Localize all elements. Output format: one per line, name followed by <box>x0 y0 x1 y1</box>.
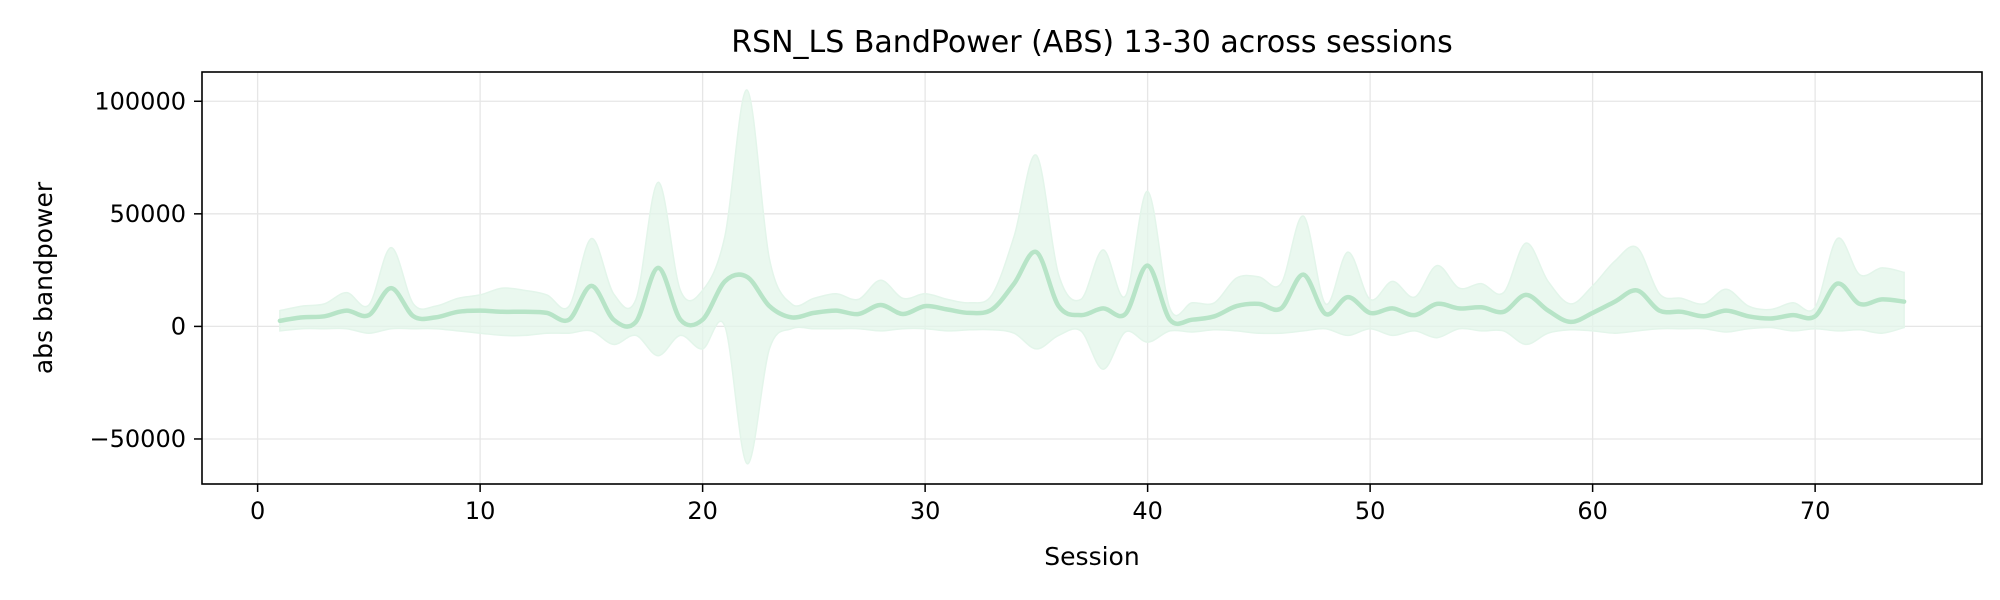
data-point <box>1145 263 1149 267</box>
data-point <box>1056 304 1060 308</box>
data-point <box>834 308 838 312</box>
data-point <box>545 311 549 315</box>
data-point <box>522 310 526 314</box>
data-point <box>700 317 704 321</box>
data-point <box>878 303 882 307</box>
data-point <box>1657 308 1661 312</box>
data-point <box>322 314 326 318</box>
data-point <box>812 311 816 315</box>
data-point <box>656 266 660 270</box>
x-axis-title: Session <box>1044 542 1139 571</box>
x-tick-label: 0 <box>250 497 265 525</box>
data-point <box>1079 313 1083 317</box>
data-point <box>500 310 504 314</box>
x-tick-label: 10 <box>465 497 496 525</box>
data-point <box>1034 250 1038 254</box>
data-point <box>1168 317 1172 321</box>
data-point <box>1813 314 1817 318</box>
data-point <box>767 304 771 308</box>
data-point <box>478 308 482 312</box>
y-tick-label: 50000 <box>110 200 186 228</box>
y-tick-label: 0 <box>171 312 186 340</box>
data-point <box>456 310 460 314</box>
x-tick-label: 20 <box>687 497 718 525</box>
x-tick-label: 60 <box>1577 497 1608 525</box>
data-point <box>589 284 593 288</box>
data-point <box>1902 299 1906 303</box>
data-point <box>945 307 949 311</box>
data-point <box>1679 310 1683 314</box>
data-point <box>1212 314 1216 318</box>
data-point <box>923 304 927 308</box>
data-point <box>1857 302 1861 306</box>
data-point <box>723 279 727 283</box>
data-point <box>990 307 994 311</box>
data-point <box>1479 305 1483 309</box>
x-tick-label: 50 <box>1355 497 1386 525</box>
data-point <box>1501 310 1505 314</box>
x-tick-label: 70 <box>1800 497 1831 525</box>
data-point <box>1279 306 1283 310</box>
data-point <box>567 317 571 321</box>
data-point <box>1012 281 1016 285</box>
data-point <box>745 275 749 279</box>
data-layer <box>277 89 1907 465</box>
x-tick-label: 30 <box>910 497 941 525</box>
data-point <box>1323 312 1327 316</box>
data-point <box>1524 293 1528 297</box>
tick-layer: 0 10 20 30 40 50 60 70 −50000 0 50000 100000 <box>90 87 1831 525</box>
data-point <box>1190 317 1194 321</box>
data-point <box>1346 295 1350 299</box>
data-point <box>901 312 905 316</box>
data-point <box>300 315 304 319</box>
data-point <box>344 308 348 312</box>
data-point <box>1835 281 1839 285</box>
data-point <box>634 320 638 324</box>
data-point <box>433 315 437 319</box>
data-point <box>1724 308 1728 312</box>
chart-title: RSN_LS BandPower (ABS) 13-30 across sess… <box>731 25 1453 60</box>
mean-line <box>277 249 1907 329</box>
data-point <box>1390 306 1394 310</box>
data-point <box>1613 299 1617 303</box>
data-point <box>856 312 860 316</box>
plot-frame <box>201 71 1983 485</box>
data-point <box>1257 302 1261 306</box>
data-point <box>1368 311 1372 315</box>
y-tick-label: −50000 <box>90 425 186 453</box>
data-point <box>1768 316 1772 320</box>
y-tick-label: 100000 <box>94 87 186 115</box>
data-point <box>1301 272 1305 276</box>
data-point <box>411 314 415 318</box>
data-point <box>1234 304 1238 308</box>
x-tick-label: 40 <box>1132 497 1163 525</box>
confidence-band <box>279 89 1905 465</box>
data-point <box>611 317 615 321</box>
data-point <box>1702 314 1706 318</box>
data-point <box>1791 313 1795 317</box>
data-point <box>1435 302 1439 306</box>
data-point <box>278 319 282 323</box>
y-axis-title: abs bandpower <box>29 181 58 374</box>
data-point <box>1101 306 1105 310</box>
data-point <box>789 315 793 319</box>
data-point <box>1568 320 1572 324</box>
data-point <box>1746 314 1750 318</box>
data-point <box>367 313 371 317</box>
data-point <box>1457 306 1461 310</box>
data-point <box>1635 288 1639 292</box>
data-point <box>1412 313 1416 317</box>
data-point <box>1590 311 1594 315</box>
data-point <box>1123 312 1127 316</box>
data-point <box>1880 297 1884 301</box>
data-point <box>1546 308 1550 312</box>
data-point <box>389 286 393 290</box>
data-point <box>678 317 682 321</box>
data-point <box>967 311 971 315</box>
